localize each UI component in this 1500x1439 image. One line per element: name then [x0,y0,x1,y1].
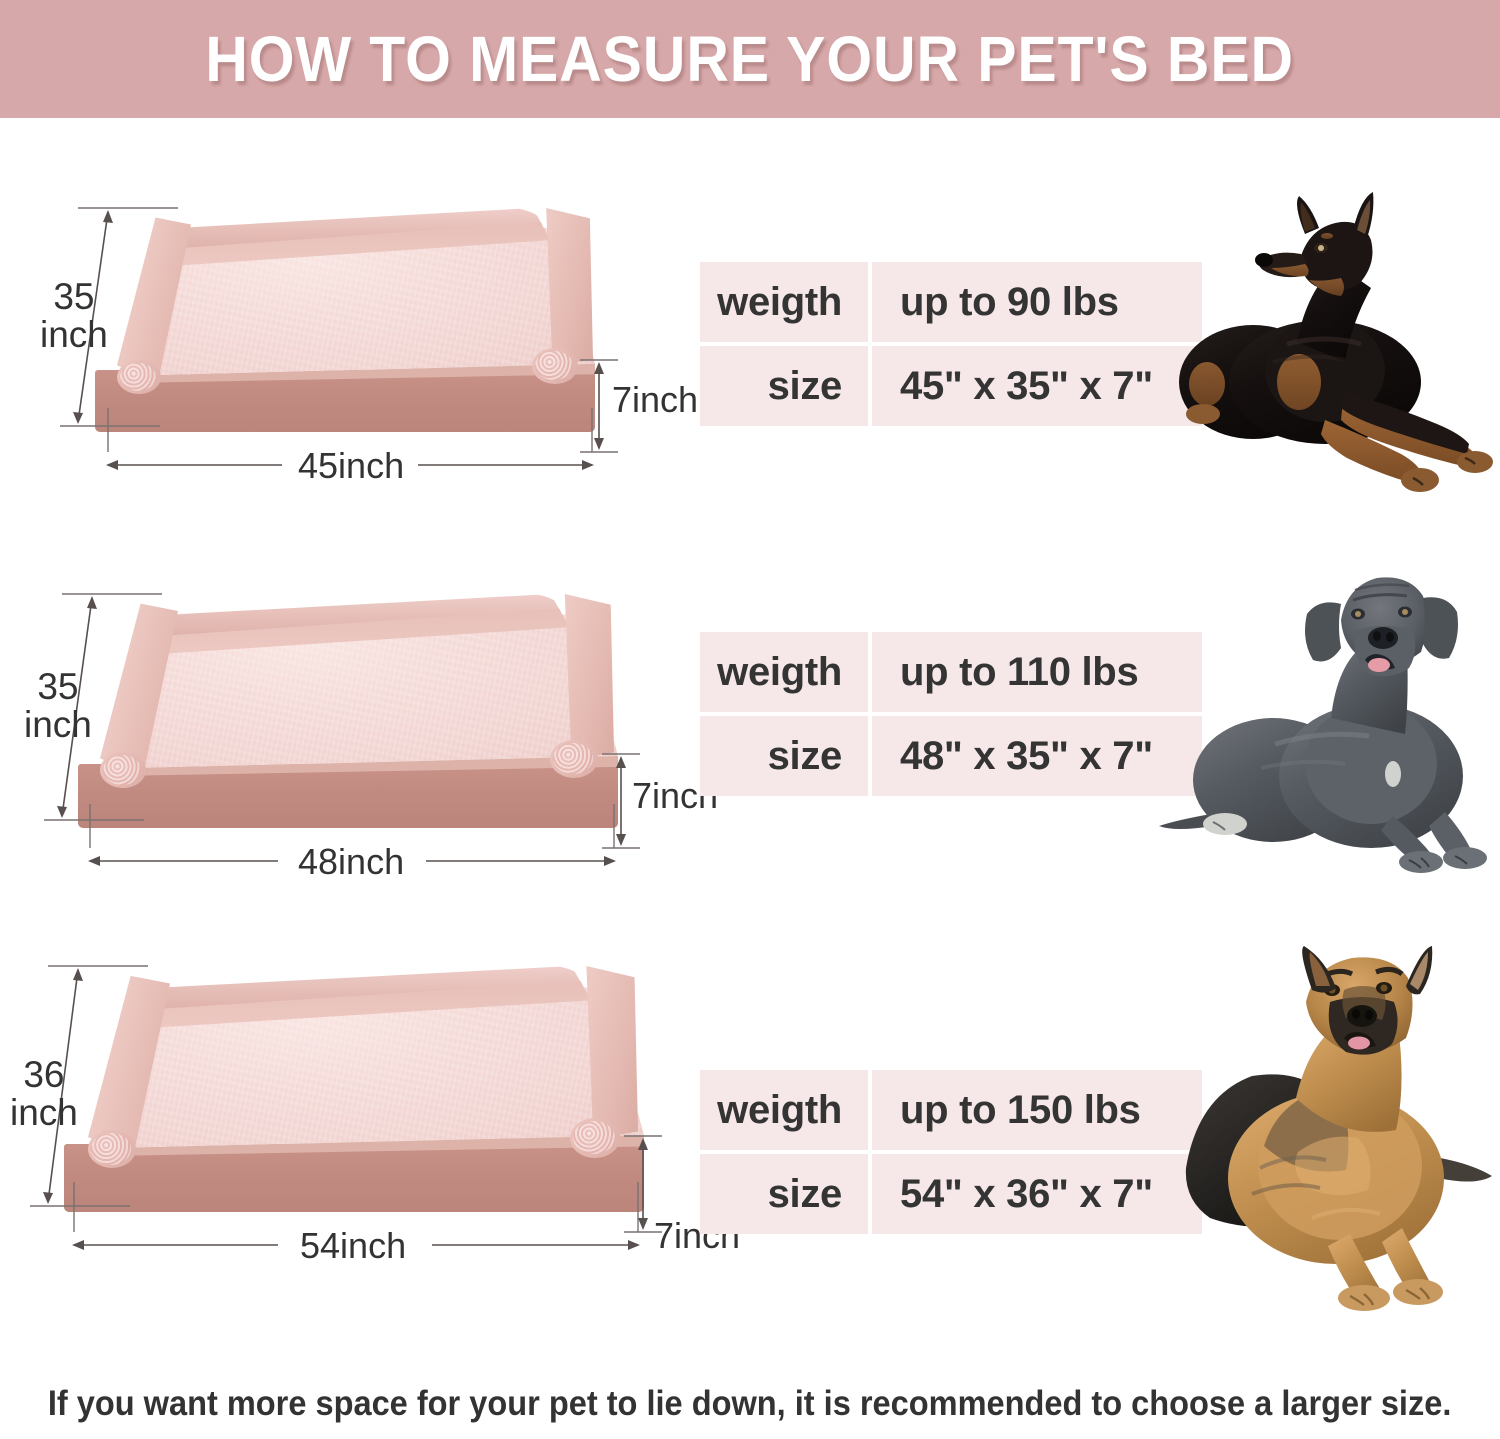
spec-row-size-48: size 48" x 35" x 7" [700,716,1202,796]
height-dimension-line-54 [624,1135,662,1233]
spec-table-45: weigth up to 90 lbs size 45" x 35" x 7" [700,262,1202,426]
size-row-54: 36 inch 54inch 7inch weigth up to 150 lb… [0,920,1500,1311]
bed-right-arm-cap-54 [573,1121,615,1154]
width-dimension-line-45 [106,408,594,470]
bed-illustration-48 [78,594,618,834]
bed-base-54 [64,1144,644,1212]
bed-left-arm-cap-48 [103,755,141,785]
depth-label-unit-45: inch [40,313,108,355]
spec-row-weight-54: weigth up to 150 lbs [700,1070,1202,1150]
spec-row-weight-45: weigth up to 90 lbs [700,262,1202,342]
spec-row-weight-48: weigth up to 110 lbs [700,632,1202,712]
page-footer: If you want more space for your pet to l… [0,1378,1500,1430]
dog-photo-doberman [1175,192,1495,497]
depth-label-value-48: 35 [37,666,79,707]
bed-right-arm-cap-45 [535,351,573,380]
depth-dimension-line-48 [44,593,162,821]
spec-value-size-48: 48" x 35" x 7" [872,716,1202,796]
width-label-45: 45inch [298,445,405,486]
depth-label-value-45: 35 [53,276,95,317]
size-row-45: 35 inch 45inch 7inch weigth up to 90 lbs… [0,130,1500,520]
bed-illustration-54 [64,966,644,1218]
bed-left-arm-cap-45 [120,363,156,391]
height-label-45: 7inch [612,379,699,420]
spec-row-size-45: size 45" x 35" x 7" [700,346,1202,426]
depth-label-unit-48: inch [24,703,92,745]
spec-key-size-48: size [700,716,868,796]
bed-right-arm-48 [564,594,614,760]
dog-photo-great-dane [1155,568,1500,873]
spec-key-weight-45: weigth [700,262,868,342]
depth-label-48: 35 inch [24,668,92,743]
spec-table-48: weigth up to 110 lbs size 48" x 35" x 7" [700,632,1202,796]
bed-left-arm-cap-54 [91,1133,131,1165]
width-dimension-line-54 [72,1182,640,1250]
spec-key-size-45: size [700,346,868,426]
spec-key-weight-54: weigth [700,1070,868,1150]
spec-value-weight-48: up to 110 lbs [872,632,1202,712]
spec-value-size-54: 54" x 36" x 7" [872,1154,1202,1234]
width-label-48: 48inch [298,841,405,882]
width-label-54: 54inch [300,1225,407,1266]
depth-label-45: 35 inch [40,278,108,353]
spec-row-size-54: size 54" x 36" x 7" [700,1154,1202,1234]
footer-note: If you want more space for your pet to l… [48,1384,1452,1423]
depth-label-54: 36 inch [10,1056,78,1131]
depth-dimension-line-45 [60,207,178,427]
spec-key-weight-48: weigth [700,632,868,712]
page-header: HOW TO MEASURE YOUR PET'S BED [0,0,1500,118]
bed-right-arm-45 [546,208,593,367]
bed-illustration-45 [95,208,595,438]
spec-key-size-54: size [700,1154,868,1234]
page-title: HOW TO MEASURE YOUR PET'S BED [205,23,1295,95]
depth-label-unit-54: inch [10,1091,78,1133]
height-dimension-line-45 [580,359,618,453]
bed-right-arm-54 [586,966,638,1139]
spec-value-weight-54: up to 150 lbs [872,1070,1202,1150]
spec-value-size-45: 45" x 35" x 7" [872,346,1202,426]
size-row-48: 35 inch 48inch 7inch weigth up to 110 lb… [0,516,1500,906]
depth-label-value-54: 36 [23,1054,65,1095]
bed-right-arm-cap-48 [553,743,593,774]
dog-photo-german-shepherd [1140,946,1500,1316]
width-dimension-line-48 [88,804,616,866]
spec-table-54: weigth up to 150 lbs size 54" x 36" x 7" [700,1070,1202,1234]
spec-value-weight-45: up to 90 lbs [872,262,1202,342]
height-dimension-line-48 [602,753,640,849]
depth-dimension-line-54 [30,965,148,1207]
